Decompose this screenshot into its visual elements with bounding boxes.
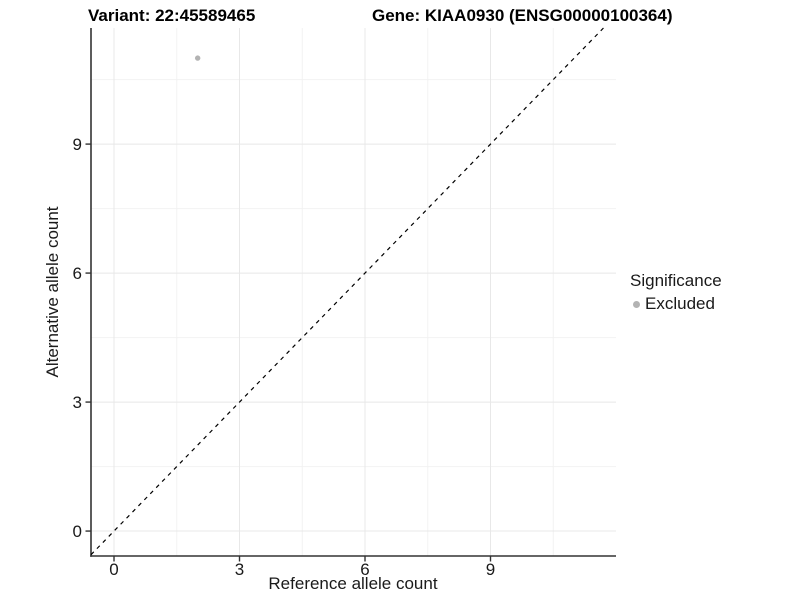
y-tick-label: 9	[73, 135, 82, 154]
x-tick-label: 3	[235, 560, 244, 579]
x-tick-label: 0	[109, 560, 118, 579]
legend-title: Significance	[630, 271, 722, 290]
x-axis-title: Reference allele count	[268, 574, 437, 593]
y-tick-label: 3	[73, 393, 82, 412]
legend-item-label: Excluded	[645, 294, 715, 313]
data-point	[194, 55, 201, 61]
excluded-point-icon	[633, 300, 640, 308]
legend: Significance Excluded	[630, 271, 722, 314]
y-tick-label: 6	[73, 264, 82, 283]
x-tick-label: 9	[486, 560, 495, 579]
y-axis-title: Alternative allele count	[43, 206, 62, 377]
x-tick-label: 6	[360, 560, 369, 579]
plot-data	[90, 27, 604, 556]
legend-item-excluded: Excluded	[630, 294, 722, 314]
variant-title: Variant: 22:45589465	[88, 6, 256, 25]
y-tick-label: 0	[73, 522, 82, 541]
gene-title: Gene: KIAA0930 (ENSG00000100364)	[372, 6, 673, 25]
grid-lines	[91, 28, 616, 556]
identity-dashed-line	[90, 27, 604, 556]
axes: 0 3 6 9 0 3 6 9	[73, 28, 616, 579]
